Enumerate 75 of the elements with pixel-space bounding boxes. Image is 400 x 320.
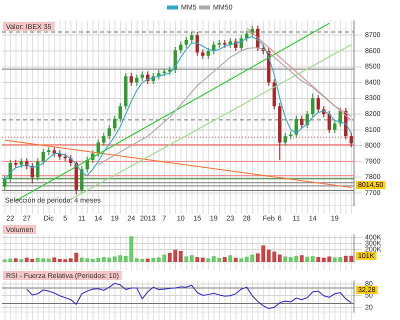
bar (46, 258, 51, 262)
bar (19, 259, 24, 262)
bar (36, 258, 40, 262)
candlestick (234, 38, 238, 52)
bar (272, 252, 276, 262)
candlestick (206, 47, 210, 60)
candlestick (311, 93, 314, 118)
candlestick (140, 70, 144, 82)
bar (107, 258, 112, 262)
bar (217, 258, 222, 262)
candlestick (3, 175, 6, 190)
bar (256, 253, 260, 262)
candlestick (212, 41, 216, 55)
candlestick (179, 41, 182, 54)
bar (222, 257, 227, 262)
candlestick (108, 124, 111, 140)
candlestick (284, 132, 287, 146)
bar (80, 258, 84, 262)
bar (322, 258, 326, 262)
candlestick (157, 69, 160, 80)
candlestick (245, 30, 248, 42)
bar (338, 257, 342, 262)
candlestick (130, 72, 133, 86)
bar (310, 256, 315, 262)
candlestick (306, 110, 309, 129)
candlestick (333, 120, 336, 134)
candlestick (118, 102, 122, 122)
bar (200, 258, 205, 262)
candlestick (113, 115, 116, 132)
bar (178, 250, 183, 262)
candlestick (190, 32, 194, 44)
bar (234, 258, 238, 262)
candlestick (350, 132, 353, 148)
bar (327, 256, 332, 262)
candlestick (80, 166, 84, 194)
bar (63, 259, 68, 262)
candlestick (30, 162, 34, 184)
candlestick (184, 36, 188, 48)
candlestick (86, 156, 89, 173)
candlestick (135, 74, 138, 86)
bar (316, 257, 320, 262)
bar (24, 258, 29, 262)
candlestick (316, 94, 320, 114)
bar (288, 257, 293, 262)
bar (195, 257, 200, 262)
bar (102, 257, 106, 262)
bar (261, 245, 266, 262)
candlestick (8, 159, 12, 182)
bar (112, 256, 117, 262)
candlestick (201, 48, 204, 60)
bar (162, 254, 166, 262)
candlestick (96, 138, 100, 158)
candlestick (52, 146, 56, 158)
candlestick (20, 158, 23, 168)
candlestick (196, 32, 199, 56)
candlestick (328, 110, 331, 134)
bar (278, 254, 282, 262)
bar (96, 258, 100, 262)
candlestick (300, 115, 304, 129)
bar (184, 256, 188, 262)
candlestick (42, 148, 45, 166)
bar (146, 258, 150, 262)
candlestick (338, 107, 342, 128)
bar (250, 254, 254, 262)
bar (173, 250, 178, 262)
bar (212, 256, 216, 262)
candlestick (102, 132, 106, 146)
bar (151, 258, 156, 262)
bar (283, 256, 288, 262)
candlestick (272, 78, 276, 110)
bar (266, 250, 271, 262)
bar (8, 258, 12, 262)
candlestick (240, 34, 243, 52)
candlestick (36, 158, 40, 181)
candlestick (294, 115, 298, 138)
